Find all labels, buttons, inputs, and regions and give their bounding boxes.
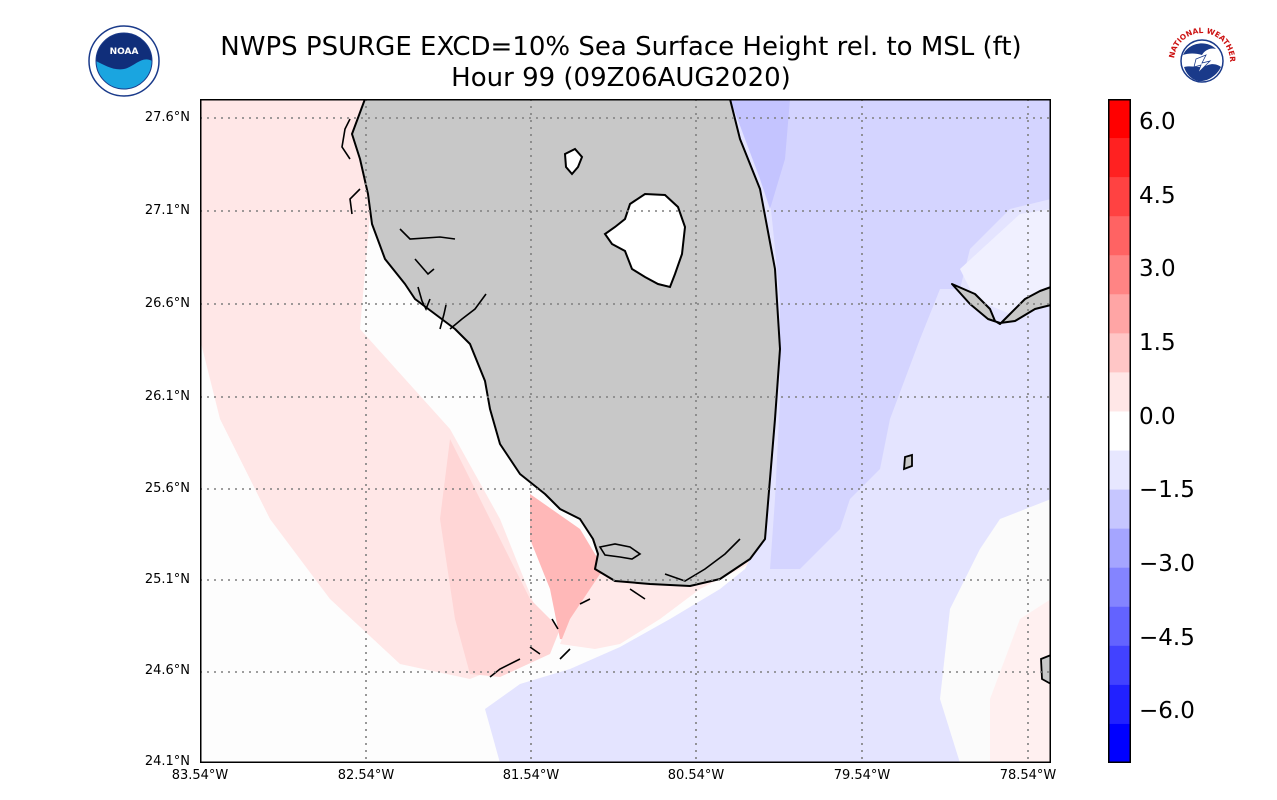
colorbar-label: −1.5 [1139,477,1195,503]
plot-title: NWPS PSURGE EXCD=10% Sea Surface Height … [0,32,1242,94]
lake-okeechobee [603,192,687,289]
colorbar-label: −4.5 [1139,625,1195,651]
colorbar-band [1108,723,1131,763]
colorbar-band [1108,138,1131,178]
colorbar-band [1108,528,1131,569]
colorbar-band [1108,567,1131,608]
colorbar-band [1108,372,1131,413]
grand-bahama-land [951,283,1051,325]
lon-tick-label: 81.54°W [502,768,560,783]
colorbar-band [1108,450,1131,491]
title-line-1: NWPS PSURGE EXCD=10% Sea Surface Height … [220,32,1022,62]
map-panel [200,99,1051,763]
lat-tick-label: 24.1°N [144,754,190,769]
colorbar-band [1108,489,1131,530]
colorbar-band [1108,294,1131,334]
atlantic-strong-blue [730,99,790,209]
colorbar-band [1108,645,1131,686]
lon-tick-label: 79.54°W [833,768,891,783]
atlantic-medium-blue [760,99,1051,569]
colorbar-label: −6.0 [1139,698,1195,724]
lat-tick-label: 27.6°N [144,110,190,125]
bimini-island [902,453,913,471]
lon-tick-label: 82.54°W [337,768,395,783]
surge-gulf-medium [440,439,560,677]
atlantic-pink-pocket [990,599,1051,763]
lat-tick-label: 26.6°N [144,296,190,311]
map-frame [200,99,1051,763]
colorbar-band [1108,177,1131,217]
florida-bay-islands [598,543,642,560]
coastline-detail-keys [489,538,741,678]
noaa-logo: NOAA [88,25,160,97]
colorbar-label: 4.5 [1139,183,1176,209]
bahamas-halo [960,209,1051,314]
colorbar-label: 6.0 [1139,109,1176,135]
lat-tick-label: 26.1°N [144,389,190,404]
lat-tick-label: 25.6°N [144,481,190,496]
lon-tick-label: 80.54°W [667,768,725,783]
colorbar-band [1108,216,1131,256]
title-line-2: Hour 99 (09Z06AUG2020) [451,63,791,93]
coastline-detail-west [341,118,487,330]
colorbar-band [1108,606,1131,647]
lon-tick-label: 78.54°W [999,768,1057,783]
lat-tick-label: 24.6°N [144,663,190,678]
graticule [200,99,1051,763]
colorbar-band [1108,255,1131,295]
colorbar-label: −3.0 [1139,551,1195,577]
colorbar-band [1108,684,1131,725]
lon-tick-label: 83.54°W [171,768,229,783]
colorbar-label: 3.0 [1139,256,1176,282]
noaa-logo-text: NOAA [110,47,139,57]
colorbar-band [1108,99,1131,139]
colorbar-label: 1.5 [1139,330,1176,356]
colorbar-band [1108,411,1131,452]
colorbar [1108,99,1131,763]
lat-tick-label: 25.1°N [144,572,190,587]
small-lake [563,147,584,176]
colorbar-band [1108,333,1131,374]
nws-logo: NATIONAL WEATHER SERVICE [1166,25,1237,96]
colorbar-label: 0.0 [1139,404,1176,430]
lat-tick-label: 27.1°N [144,203,190,218]
